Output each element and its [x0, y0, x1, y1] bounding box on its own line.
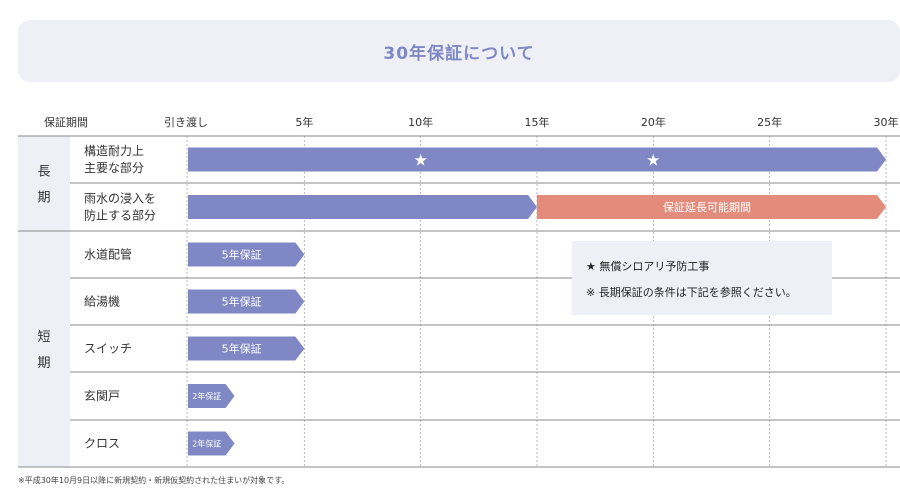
note-text: ★ 無償シロアリ予防工事: [586, 259, 709, 273]
row-label: 玄関戸: [84, 388, 120, 403]
x-tick-label: 5年: [295, 115, 313, 129]
bar-label: 5年保証: [222, 295, 262, 309]
warranty-bar: [188, 384, 235, 408]
note-text: ※ 長期保証の条件は下記を参照ください。: [586, 285, 797, 299]
warranty-bar: [188, 289, 305, 314]
page-title: 30年保証について: [383, 43, 535, 64]
warranty-bar: [188, 336, 305, 361]
warranty-bar: [188, 195, 537, 219]
bar-label: 保証延長可能期間: [663, 200, 751, 214]
group-column-bg: [18, 136, 70, 467]
warranty-bar: [188, 242, 305, 267]
group-label-char: 期: [37, 191, 50, 206]
bar-label: 2年保証: [192, 391, 221, 401]
bar-label: 5年保証: [222, 342, 262, 356]
row-label: 構造耐力上: [84, 144, 144, 158]
x-tick-label: 30年: [874, 115, 899, 129]
star-marker: ★: [646, 151, 660, 170]
extension-bar: [537, 195, 886, 219]
row-label: クロス: [84, 437, 120, 451]
warranty-bar: [188, 431, 235, 456]
group-label-char: 短: [37, 330, 50, 345]
row-label: 雨水の浸入を: [84, 192, 156, 206]
row-label: 給湯機: [84, 294, 120, 309]
group-label-char: 長: [37, 165, 50, 180]
row-label: スイッチ: [84, 342, 132, 356]
bar-label: 2年保証: [192, 439, 221, 449]
row-label: 水道配管: [84, 247, 132, 262]
x-tick-label: 引き渡し: [164, 115, 208, 129]
row-label: 防止する部分: [84, 208, 156, 223]
footnote: ※平成30年10月9日以降に新規契約・新規仮契約された住まいが対象です。: [18, 476, 290, 485]
title-box: 30年保証について: [18, 20, 900, 82]
group-label-char: 期: [37, 356, 50, 371]
warranty-bar: [188, 147, 886, 172]
note-box: [572, 241, 832, 315]
header-label: 保証期間: [44, 115, 88, 129]
x-tick-label: 15年: [525, 115, 550, 129]
x-tick-label: 25年: [757, 115, 782, 129]
star-marker: ★: [413, 151, 427, 170]
bar-label: 5年保証: [222, 248, 262, 262]
x-tick-label: 10年: [408, 115, 433, 129]
x-tick-label: 20年: [641, 115, 666, 129]
row-label: 主要な部分: [84, 160, 144, 175]
